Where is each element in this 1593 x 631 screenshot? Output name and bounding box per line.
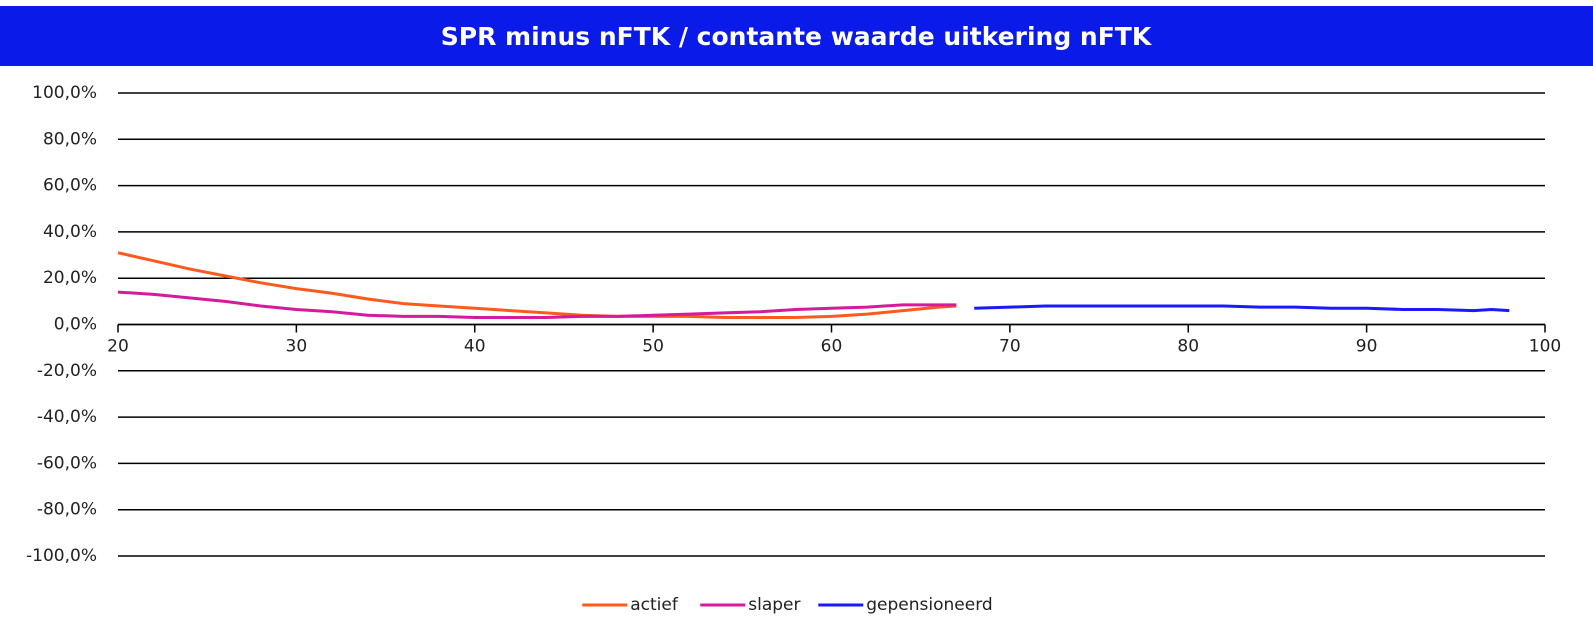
legend-label: gepensioneerd xyxy=(866,595,992,615)
y-tick-label: 60,0% xyxy=(43,176,97,196)
y-tick-label: 40,0% xyxy=(43,222,97,242)
y-tick-label: -100,0% xyxy=(26,546,97,566)
legend-label: slaper xyxy=(748,595,800,615)
x-tick-label: 20 xyxy=(107,337,129,357)
y-tick-label: 0,0% xyxy=(54,315,97,335)
x-tick-label: 60 xyxy=(821,337,843,357)
y-tick-label: -80,0% xyxy=(37,500,97,520)
x-tick-label: 70 xyxy=(999,337,1021,357)
y-tick-label: -20,0% xyxy=(37,361,97,381)
x-tick-label: 30 xyxy=(286,337,308,357)
x-tick-label: 80 xyxy=(1177,337,1199,357)
title-bar xyxy=(0,6,1593,66)
x-tick-label: 90 xyxy=(1356,337,1378,357)
chart-title: SPR minus nFTK / contante waarde uitkeri… xyxy=(441,22,1153,51)
x-tick-label: 100 xyxy=(1529,337,1561,357)
y-tick-label: -40,0% xyxy=(37,407,97,427)
x-tick-label: 50 xyxy=(642,337,664,357)
legend-label: actief xyxy=(630,595,679,615)
y-tick-label: -60,0% xyxy=(37,453,97,473)
y-tick-label: 80,0% xyxy=(43,129,97,149)
y-tick-label: 20,0% xyxy=(43,268,97,288)
series-line xyxy=(974,304,1510,313)
series-line xyxy=(117,290,957,320)
series-line xyxy=(117,251,957,320)
x-tick-label: 40 xyxy=(464,337,486,357)
y-tick-label: 100,0% xyxy=(32,83,97,103)
